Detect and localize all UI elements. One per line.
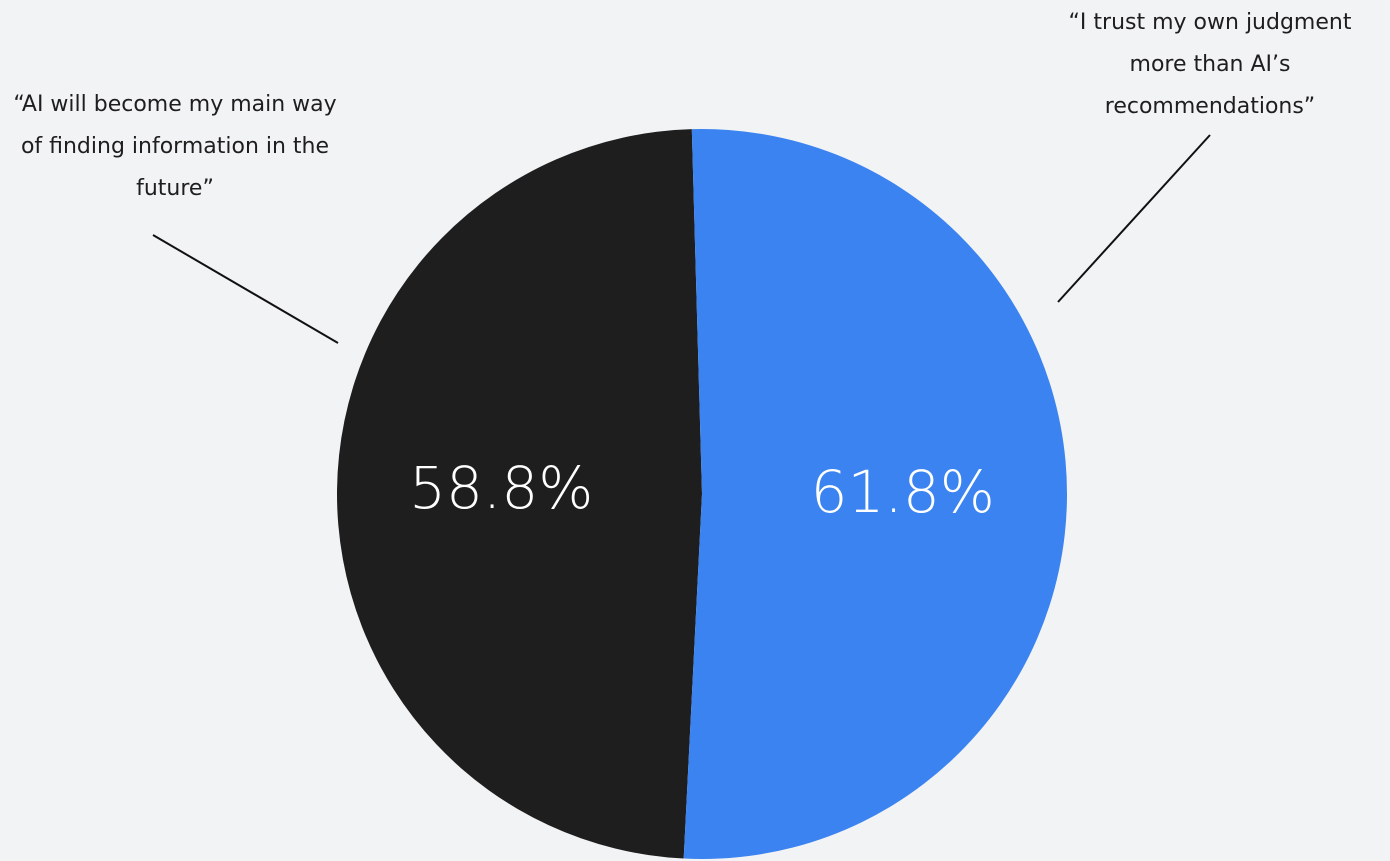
pie-slice: [337, 129, 702, 859]
category-label: “I trust my own judgment more than AI’s …: [1068, 10, 1352, 119]
leader-line: [1057, 134, 1211, 303]
value-label: 58.8%: [409, 454, 593, 522]
category-label: “AI will become my main way of finding i…: [13, 92, 337, 201]
value-label: 61.8%: [811, 458, 995, 526]
leader-line: [152, 234, 339, 344]
pie-slice: [683, 129, 1068, 859]
